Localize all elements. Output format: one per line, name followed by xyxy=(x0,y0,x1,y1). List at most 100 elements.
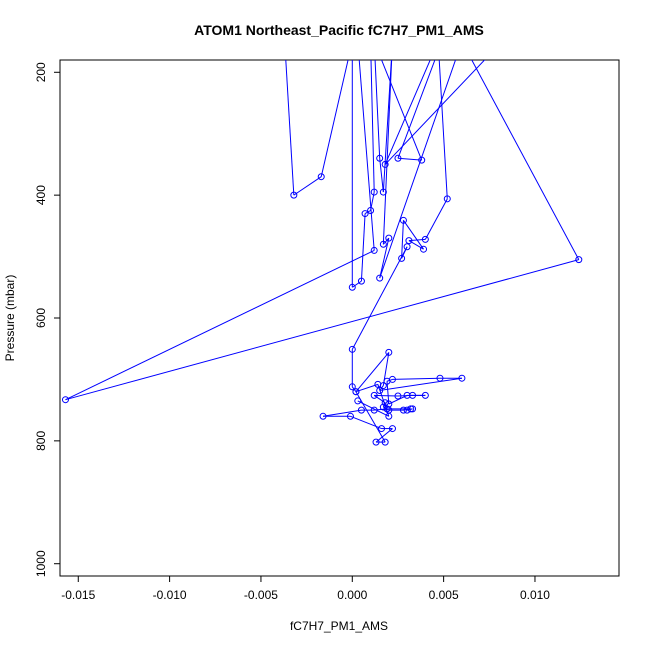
y-tick-label: 1000 xyxy=(34,550,48,577)
data-point xyxy=(385,348,393,356)
data-point xyxy=(409,391,417,399)
series-line-segment xyxy=(392,377,440,380)
data-point xyxy=(346,412,354,420)
data-point xyxy=(575,256,583,264)
series-line-segment xyxy=(355,383,379,393)
data-point xyxy=(372,438,380,446)
data-point xyxy=(394,154,402,162)
series-line-segment xyxy=(379,377,462,391)
x-tick-label: -0.010 xyxy=(153,588,187,602)
data-point xyxy=(435,39,441,45)
data-point xyxy=(61,396,69,404)
data-point xyxy=(459,39,465,45)
x-tick-label: 0.005 xyxy=(429,588,459,602)
data-point xyxy=(348,283,356,291)
data-point xyxy=(421,391,429,399)
series-line-segment xyxy=(293,176,322,196)
data-point xyxy=(376,154,384,162)
data-point xyxy=(354,397,362,405)
data-point xyxy=(388,425,396,433)
series-line-segment xyxy=(322,409,362,417)
data-point xyxy=(376,274,384,282)
series-line-segment xyxy=(358,60,375,251)
data-point xyxy=(348,383,356,391)
series-line-segment xyxy=(379,238,390,279)
data-point xyxy=(418,156,426,164)
data-point xyxy=(381,399,389,407)
data-point xyxy=(357,406,365,414)
y-tick-label: 800 xyxy=(34,431,48,451)
y-axis-label: Pressure (mbar) xyxy=(3,275,17,362)
data-point xyxy=(381,438,389,446)
data-point xyxy=(389,39,395,45)
y-tick-label: 400 xyxy=(34,185,48,205)
series-line-segment xyxy=(386,381,390,405)
data-point xyxy=(368,39,374,45)
data-point xyxy=(394,392,402,400)
data-point xyxy=(398,254,406,262)
series-line-segment xyxy=(375,428,393,443)
series-line-segment xyxy=(351,246,408,350)
data-point xyxy=(383,405,391,413)
series-line-segment xyxy=(384,60,486,165)
data-point xyxy=(361,210,369,218)
data-point xyxy=(355,39,361,45)
data-point xyxy=(379,403,387,411)
x-tick-label: -0.015 xyxy=(61,588,95,602)
data-point xyxy=(399,406,407,414)
series-line-segment xyxy=(360,213,366,282)
data-point xyxy=(436,374,444,382)
series-line-segment xyxy=(382,237,390,245)
y-axis: 200 400 600 800 1000 xyxy=(34,62,61,577)
x-tick-label: -0.005 xyxy=(244,588,278,602)
plot-area xyxy=(59,39,620,577)
series-line-segment xyxy=(65,259,579,401)
data-point xyxy=(385,412,393,420)
series-line-segment xyxy=(355,352,390,393)
data-point xyxy=(376,386,384,394)
series-layer xyxy=(61,39,583,446)
x-tick-label: 0.010 xyxy=(520,588,550,602)
series-line-segment xyxy=(285,60,295,196)
data-point xyxy=(407,405,415,413)
series-line-segment xyxy=(438,60,448,199)
series-line-segment xyxy=(352,280,362,288)
data-point xyxy=(282,39,288,45)
data-point xyxy=(381,160,389,168)
data-point xyxy=(317,173,325,181)
series-line-segment xyxy=(471,60,580,260)
data-point xyxy=(349,39,355,45)
x-axis: -0.015 -0.010 -0.005 0.000 0.005 0.010 xyxy=(61,575,550,602)
chart-title: ATOM1 Northeast_Pacific fC7H7_PM1_AMS xyxy=(194,22,484,38)
series-line-segment xyxy=(403,220,424,250)
data-point xyxy=(403,391,411,399)
data-point xyxy=(370,246,378,254)
x-tick-label: 0.000 xyxy=(337,588,367,602)
series-line-segment xyxy=(65,249,375,401)
series-line-segment xyxy=(382,60,392,193)
data-point xyxy=(405,237,413,245)
series-line-segment xyxy=(320,60,349,177)
data-point xyxy=(399,216,407,224)
data-point xyxy=(374,380,382,388)
series-line-segment xyxy=(379,158,384,193)
series-line-segment xyxy=(381,60,423,161)
data-point xyxy=(370,406,378,414)
series-line-segment xyxy=(350,415,382,430)
data-point xyxy=(499,39,505,45)
series-line-segment xyxy=(401,220,404,259)
data-point xyxy=(367,207,375,214)
data-point xyxy=(458,374,466,382)
data-point xyxy=(371,39,377,45)
data-point xyxy=(439,39,445,45)
data-point xyxy=(370,391,378,399)
data-point xyxy=(383,377,391,385)
data-point xyxy=(403,243,411,251)
data-point xyxy=(379,240,387,248)
series-line-segment xyxy=(384,60,431,165)
data-point xyxy=(352,388,360,396)
data-point xyxy=(290,191,298,199)
data-point xyxy=(421,235,429,243)
data-point xyxy=(319,412,327,420)
